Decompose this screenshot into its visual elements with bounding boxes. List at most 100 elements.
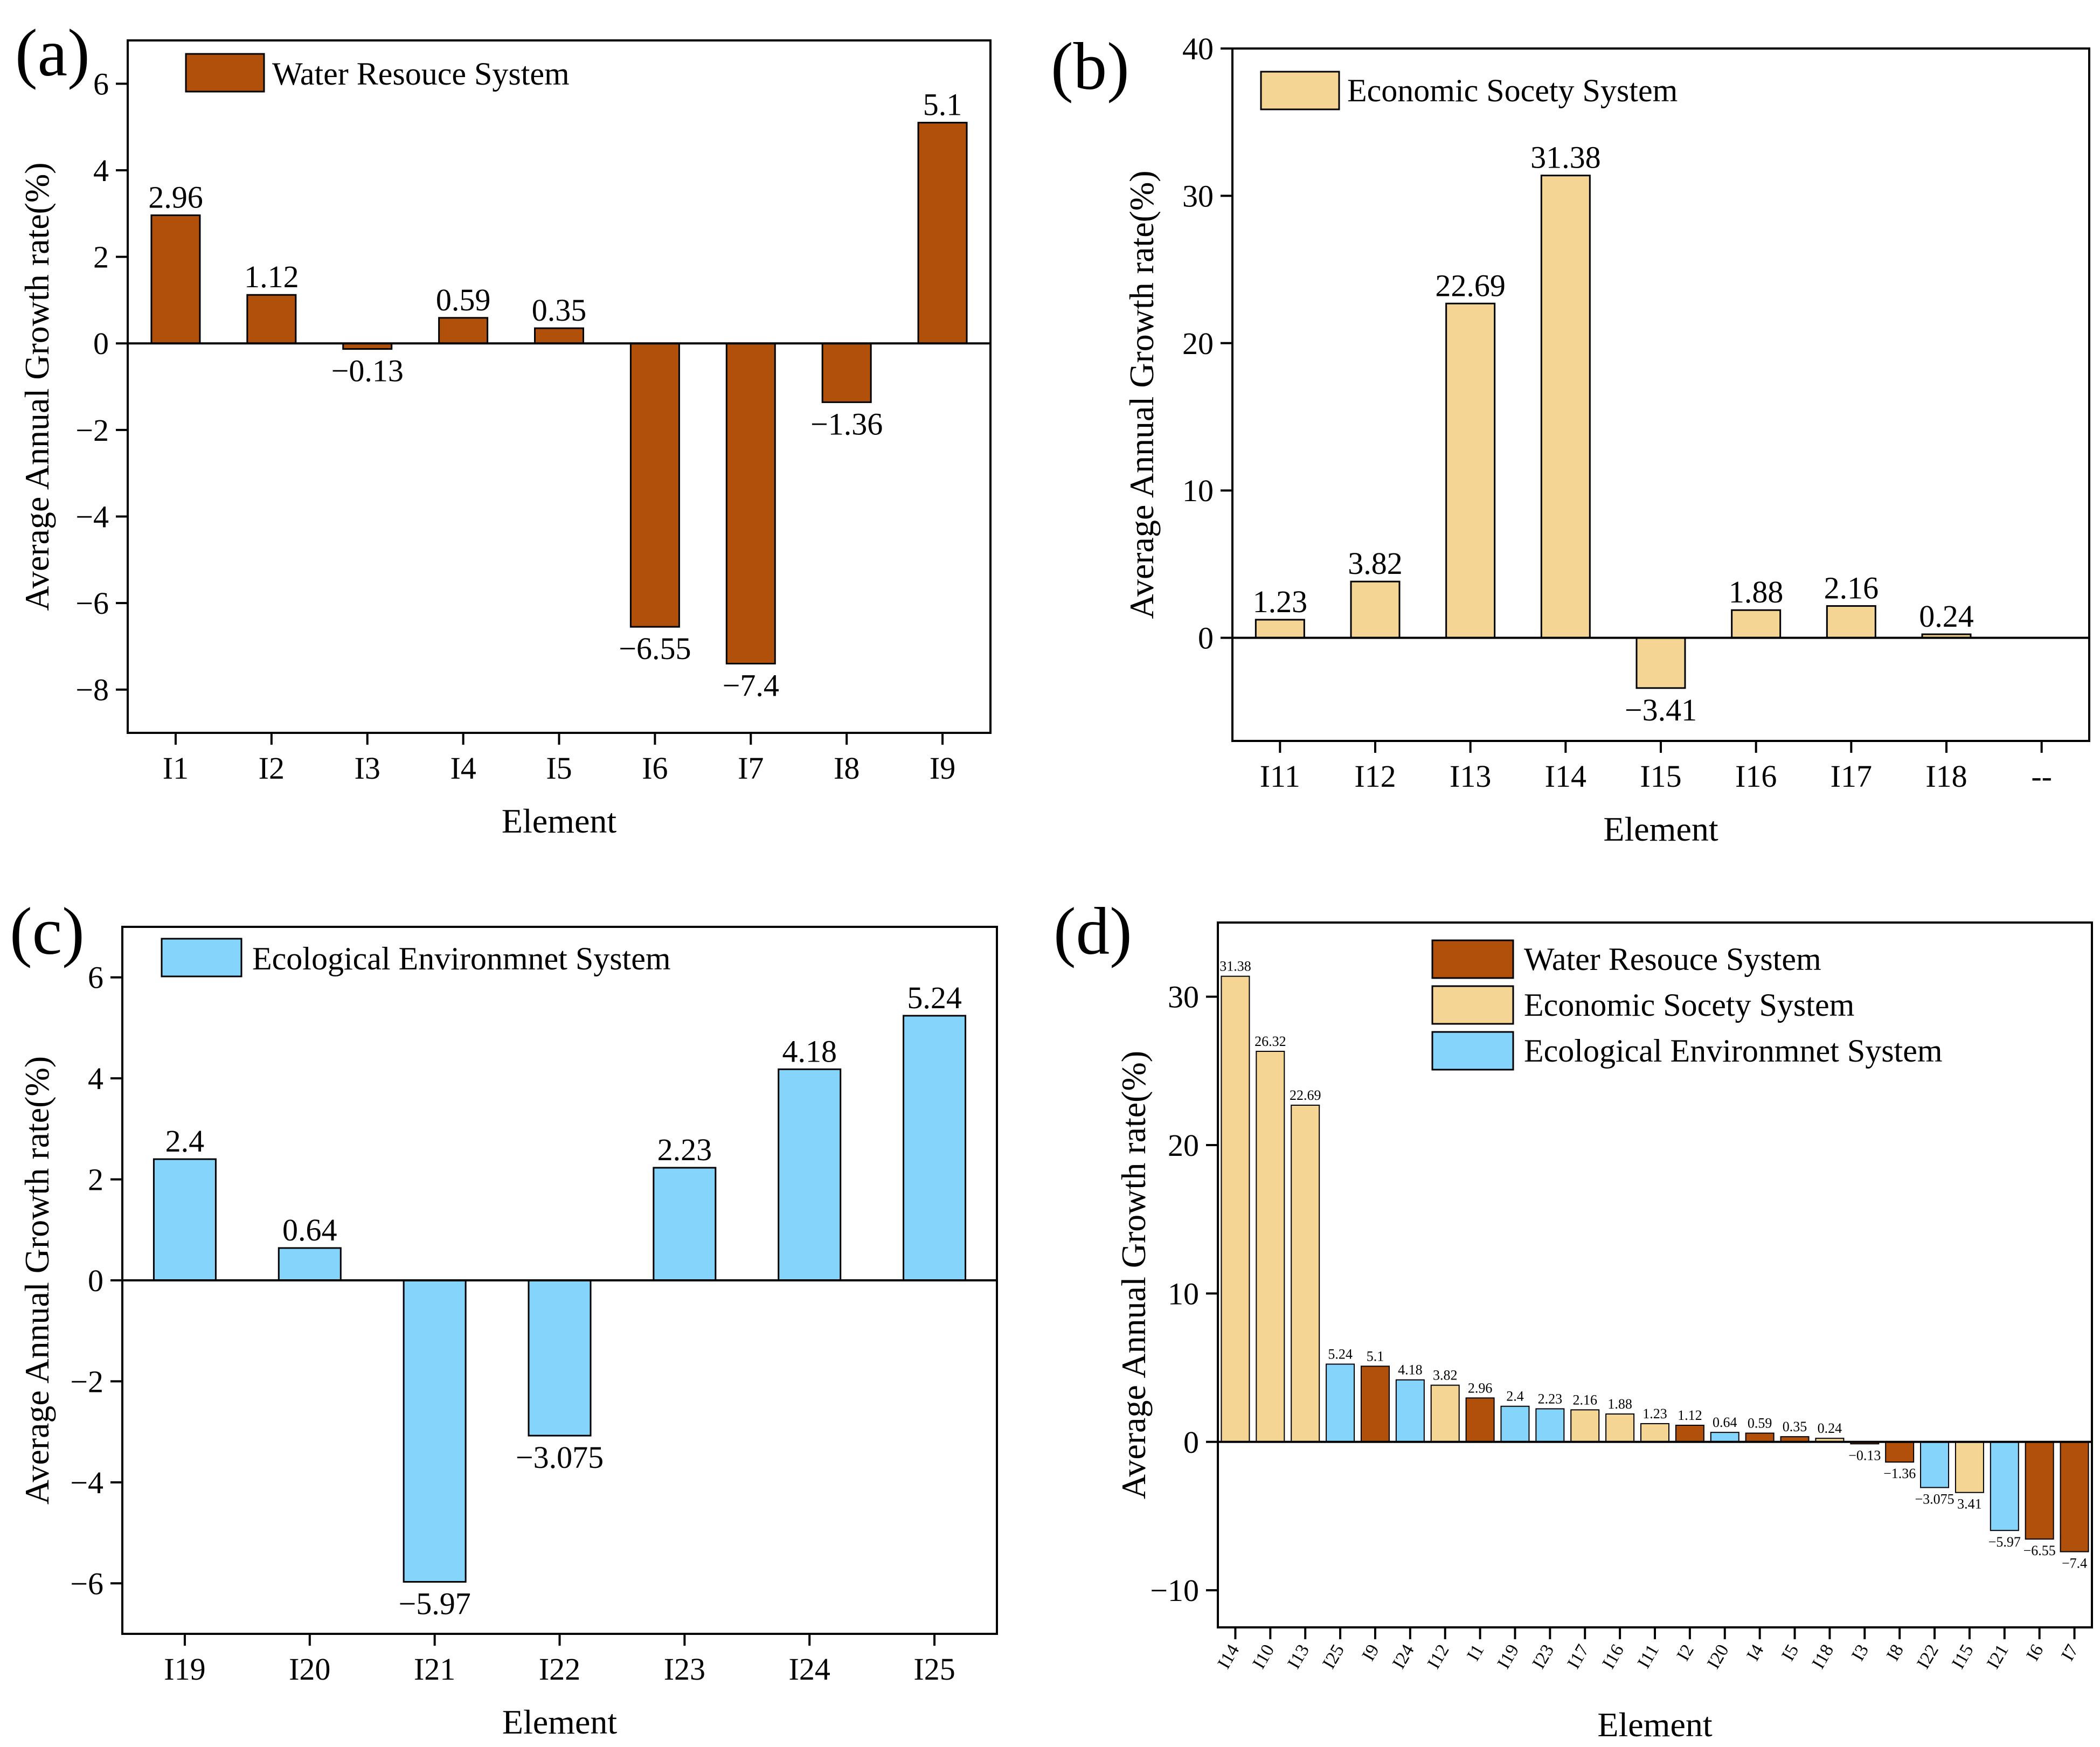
legend-label: Water Resouce System <box>1524 941 1821 977</box>
x-tick-label: I16 <box>1735 759 1777 794</box>
data-label: 22.69 <box>1290 1087 1321 1103</box>
data-label: 5.1 <box>1367 1348 1384 1364</box>
x-tick-label: I25 <box>1319 1641 1348 1673</box>
x-tick-label: I1 <box>1463 1641 1488 1665</box>
data-label: 2.4 <box>165 1124 205 1159</box>
data-label: −7.4 <box>723 668 779 703</box>
y-tick-label: 6 <box>88 960 103 995</box>
data-label: −0.13 <box>1848 1447 1881 1463</box>
bar-I24 <box>1395 1379 1425 1443</box>
data-label: 2.23 <box>1538 1391 1563 1406</box>
y-tick-label: −4 <box>70 1465 103 1500</box>
data-label: 2.96 <box>148 179 203 214</box>
bar-I19 <box>1500 1405 1530 1443</box>
bar-I9 <box>917 122 968 344</box>
bar-I8 <box>1885 1441 1915 1463</box>
bar-I1 <box>150 214 201 344</box>
bar-I5 <box>534 327 584 344</box>
bar-I4 <box>1745 1432 1775 1443</box>
y-tick-label: −8 <box>75 673 109 708</box>
x-axis-title: Element <box>502 802 616 840</box>
x-tick-label: I20 <box>289 1652 330 1687</box>
data-label: 1.23 <box>1253 584 1308 619</box>
y-axis-title: Average Annual Growth rate(%) <box>18 162 56 611</box>
data-label: 31.38 <box>1219 959 1251 974</box>
legend-swatch-water <box>185 53 265 93</box>
bar-I22 <box>1920 1441 1950 1488</box>
data-label: 26.32 <box>1255 1034 1286 1049</box>
panel-label: (c) <box>10 895 85 969</box>
y-tick-label: 4 <box>93 153 109 188</box>
x-tick-label: I21 <box>414 1652 455 1687</box>
x-tick-label: I17 <box>1563 1641 1593 1673</box>
bar-I2 <box>1675 1424 1704 1443</box>
chart-panel-b: (b) 0 10 20 30 40 I11 I12 I13 I14 I15 I16 I17 I18 -- 1.… <box>1051 30 2090 848</box>
y-tick-label: −4 <box>75 499 109 534</box>
y-tick-label: 30 <box>1168 980 1199 1015</box>
y-tick-label: 0 <box>88 1263 103 1298</box>
bar-I15 <box>1635 637 1686 689</box>
data-label: −0.13 <box>331 353 404 389</box>
x-tick-label: I22 <box>1913 1641 1943 1673</box>
y-tick-label: 30 <box>1182 178 1214 213</box>
x-tick-label: I8 <box>1883 1641 1908 1665</box>
y-tick-label: 2 <box>88 1162 103 1197</box>
x-tick-label: -- <box>2031 759 2052 794</box>
bar-I14 <box>1221 975 1250 1443</box>
x-tick-label: I22 <box>539 1652 580 1687</box>
data-label: 3.41 <box>1957 1496 1982 1512</box>
axes-frame <box>1217 921 2093 1628</box>
data-label: 1.12 <box>244 259 299 294</box>
bar-I21 <box>403 1279 467 1583</box>
x-axis-title: Element <box>1597 1706 1712 1744</box>
x-axis-title: Element <box>1603 810 1718 848</box>
data-label: 22.69 <box>1435 268 1506 303</box>
x-tick-label: I11 <box>1634 1641 1663 1672</box>
x-tick-label: I4 <box>450 751 476 786</box>
data-label: −7.4 <box>2062 1556 2087 1571</box>
data-label: 2.23 <box>657 1132 712 1167</box>
x-tick-label: I4 <box>1743 1641 1768 1665</box>
legend-label: Water Resouce System <box>272 56 570 92</box>
x-tick-label: I15 <box>1640 759 1681 794</box>
legend-label: Economic Socety System <box>1524 987 1854 1023</box>
x-tick-label: I7 <box>2057 1641 2082 1665</box>
x-tick-label: I6 <box>642 751 668 786</box>
x-tick-label: I19 <box>1494 1641 1523 1673</box>
x-tick-label: I23 <box>664 1652 705 1687</box>
data-label: 4.18 <box>1398 1362 1423 1378</box>
data-label: 3.82 <box>1348 546 1403 581</box>
x-tick-label: I14 <box>1545 759 1586 794</box>
x-tick-label: I18 <box>1925 759 1967 794</box>
y-axis-title: Average Annual Growth rate(%) <box>1114 1051 1153 1499</box>
data-label: 5.24 <box>907 980 962 1015</box>
x-tick-label: I3 <box>1848 1641 1873 1665</box>
x-tick-label: I7 <box>738 751 764 786</box>
y-tick-label: 40 <box>1182 31 1214 66</box>
x-tick-label: I9 <box>1359 1641 1383 1665</box>
y-tick-label: 4 <box>88 1061 103 1096</box>
data-label: −5.97 <box>1988 1534 2021 1550</box>
data-label: 0.35 <box>532 293 587 328</box>
bar-I12 <box>1430 1384 1460 1443</box>
data-label: −6.55 <box>619 631 691 666</box>
data-label: 0.64 <box>1713 1415 1737 1430</box>
x-tick-label: I2 <box>1673 1641 1698 1665</box>
bar-I16 <box>1731 609 1782 639</box>
data-label: 3.82 <box>1433 1368 1458 1383</box>
x-tick-label: I12 <box>1424 1641 1453 1673</box>
chart-panel-a: (a) −8 −6 −4 −2 0 2 4 6 I1 I2 I3 I4 I5 I6 I7 I8 I9 2.96 1.1… <box>15 16 992 840</box>
y-tick-label: 0 <box>1183 1425 1199 1460</box>
data-label: 2.96 <box>1468 1380 1493 1396</box>
bar-I4 <box>438 317 489 344</box>
y-tick-label: 0 <box>93 326 109 361</box>
bar-I17 <box>1826 605 1876 639</box>
x-tick-label: I14 <box>1214 1641 1244 1673</box>
bar-I23 <box>653 1167 717 1281</box>
bar-I2 <box>246 294 297 344</box>
x-tick-label: I3 <box>355 751 380 786</box>
data-label: −3.075 <box>1915 1491 1954 1507</box>
x-tick-label: I6 <box>2022 1641 2047 1665</box>
data-label: 5.1 <box>923 87 962 122</box>
